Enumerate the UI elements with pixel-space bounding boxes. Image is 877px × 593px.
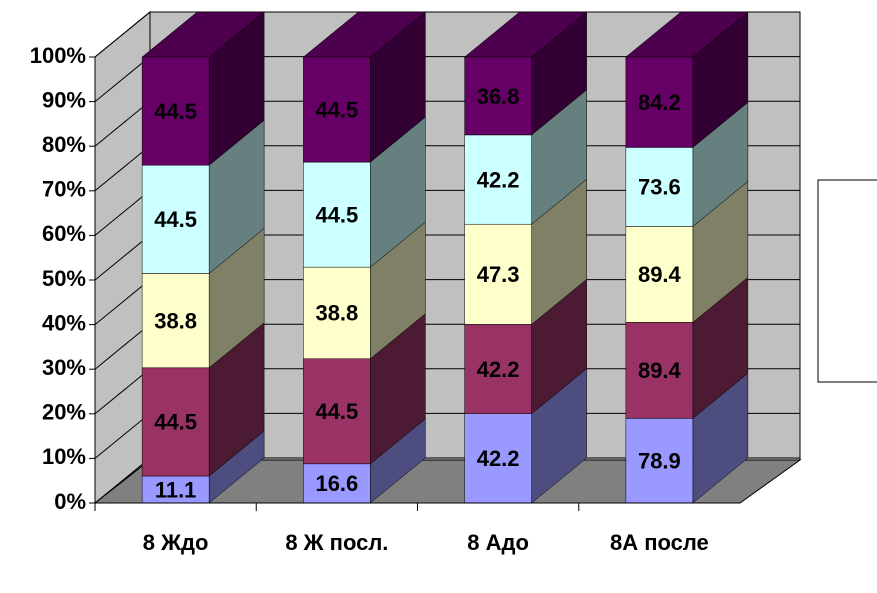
data-label: 11.1 bbox=[155, 477, 197, 502]
data-label: 44.5 bbox=[315, 97, 358, 122]
y-tick-label: 80% bbox=[42, 132, 86, 157]
data-label: 89.4 bbox=[638, 262, 682, 287]
y-tick-label: 0% bbox=[54, 489, 86, 514]
y-tick-label: 90% bbox=[42, 87, 86, 112]
bar bbox=[141, 56, 210, 166]
bar bbox=[303, 161, 371, 268]
x-tick-label: 8 Ждо bbox=[142, 530, 209, 555]
data-label: 16.6 bbox=[315, 471, 358, 496]
y-tick-label: 60% bbox=[42, 221, 86, 246]
bar bbox=[141, 164, 210, 274]
bar bbox=[625, 147, 694, 227]
bar bbox=[625, 56, 694, 148]
bar bbox=[141, 367, 210, 477]
data-label: 78.9 bbox=[638, 448, 681, 473]
data-label: 89.4 bbox=[638, 358, 682, 383]
bar bbox=[303, 463, 371, 504]
data-label: 73.6 bbox=[638, 175, 681, 200]
y-tick-label: 40% bbox=[42, 310, 86, 335]
data-label: 38.8 bbox=[315, 301, 358, 326]
data-label: 44.5 bbox=[315, 202, 358, 227]
data-label: 44.5 bbox=[154, 410, 197, 435]
y-tick-label: 100% bbox=[30, 43, 86, 68]
x-tick-label: 8 Адо bbox=[467, 530, 529, 555]
legend-box bbox=[817, 179, 877, 383]
y-tick-label: 10% bbox=[42, 444, 86, 469]
y-tick-label: 70% bbox=[42, 177, 86, 202]
bar bbox=[464, 134, 532, 225]
data-label: 42.2 bbox=[477, 357, 520, 382]
data-label: 38.8 bbox=[154, 308, 197, 333]
y-tick-label: 20% bbox=[42, 400, 86, 425]
data-label: 84.2 bbox=[638, 90, 681, 115]
bar bbox=[141, 475, 210, 504]
data-label: 47.3 bbox=[477, 262, 520, 287]
y-tick-label: 50% bbox=[42, 266, 86, 291]
x-tick-label: 8 Ж посл. bbox=[285, 530, 389, 555]
bar bbox=[464, 413, 532, 504]
data-label: 36.8 bbox=[477, 84, 520, 109]
bar bbox=[464, 324, 532, 414]
data-label: 42.2 bbox=[477, 167, 520, 192]
bar bbox=[303, 266, 371, 359]
data-label: 44.5 bbox=[154, 99, 197, 124]
bar bbox=[625, 418, 694, 504]
data-label: 44.5 bbox=[315, 399, 358, 424]
bar bbox=[625, 322, 694, 419]
y-tick-label: 30% bbox=[42, 355, 86, 380]
bar bbox=[464, 56, 532, 136]
data-label: 42.2 bbox=[477, 446, 520, 471]
bar bbox=[464, 223, 532, 325]
bar bbox=[303, 358, 371, 465]
bar bbox=[303, 56, 371, 163]
bar bbox=[625, 226, 694, 323]
x-tick-label: 8А после bbox=[609, 530, 709, 555]
data-label: 44.5 bbox=[154, 207, 197, 232]
